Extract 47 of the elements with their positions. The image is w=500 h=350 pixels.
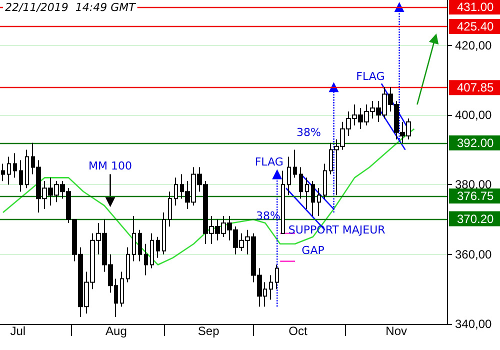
candlestick [25, 149, 29, 189]
annotation: MM 100 [88, 160, 132, 173]
candlestick [162, 212, 166, 255]
candlestick [269, 274, 273, 300]
candlestick [138, 229, 142, 262]
candlestick [323, 163, 327, 200]
candlestick [305, 177, 309, 210]
candlestick [299, 166, 303, 200]
candlestick [311, 180, 315, 216]
candlestick [1, 163, 5, 182]
candlestick [19, 160, 23, 192]
line-series [2, 128, 415, 266]
candlestick [275, 264, 279, 290]
ref-line-label: 425.40 [457, 19, 494, 34]
x-tick-label: Jul [10, 324, 26, 338]
y-tick-label: 360,00 [455, 247, 492, 262]
x-tick-label: Oct [288, 324, 308, 338]
annotation: 38% [256, 210, 280, 222]
annotation: FLAG [254, 156, 284, 169]
x-tick-label: Aug [106, 324, 127, 338]
annotation: 38% [296, 126, 321, 139]
y-tick-label: 420,00 [455, 38, 492, 52]
candlestick [13, 152, 17, 178]
y-tick-label: 400,00 [455, 108, 492, 122]
x-tick-label: Nov [386, 324, 408, 338]
ref-line-label: 392.00 [457, 136, 494, 150]
candlestick [174, 177, 178, 206]
candlestick [7, 156, 11, 186]
annotation: FLAG [356, 70, 385, 84]
ref-line-label: 370.20 [457, 212, 494, 226]
x-tick-label: Sep [198, 324, 220, 338]
annotation: GAP [302, 244, 325, 257]
candlestick [317, 188, 321, 216]
candlestick [287, 156, 291, 196]
candlestick [150, 232, 154, 269]
candlestick [293, 149, 297, 178]
candlestick [120, 271, 124, 308]
ref-line-label: 407.85 [457, 80, 494, 95]
annotation: 22/11/2019 14:49 GMT [5, 1, 137, 14]
y-tick-label: 340,00 [455, 317, 492, 331]
ref-line-label: 431.00 [457, 0, 494, 14]
candlestick [168, 191, 172, 227]
candlestick [144, 243, 148, 276]
candlestick [281, 170, 285, 234]
candlestick [132, 216, 136, 262]
candlestick [156, 236, 160, 258]
candlestick [126, 246, 130, 283]
